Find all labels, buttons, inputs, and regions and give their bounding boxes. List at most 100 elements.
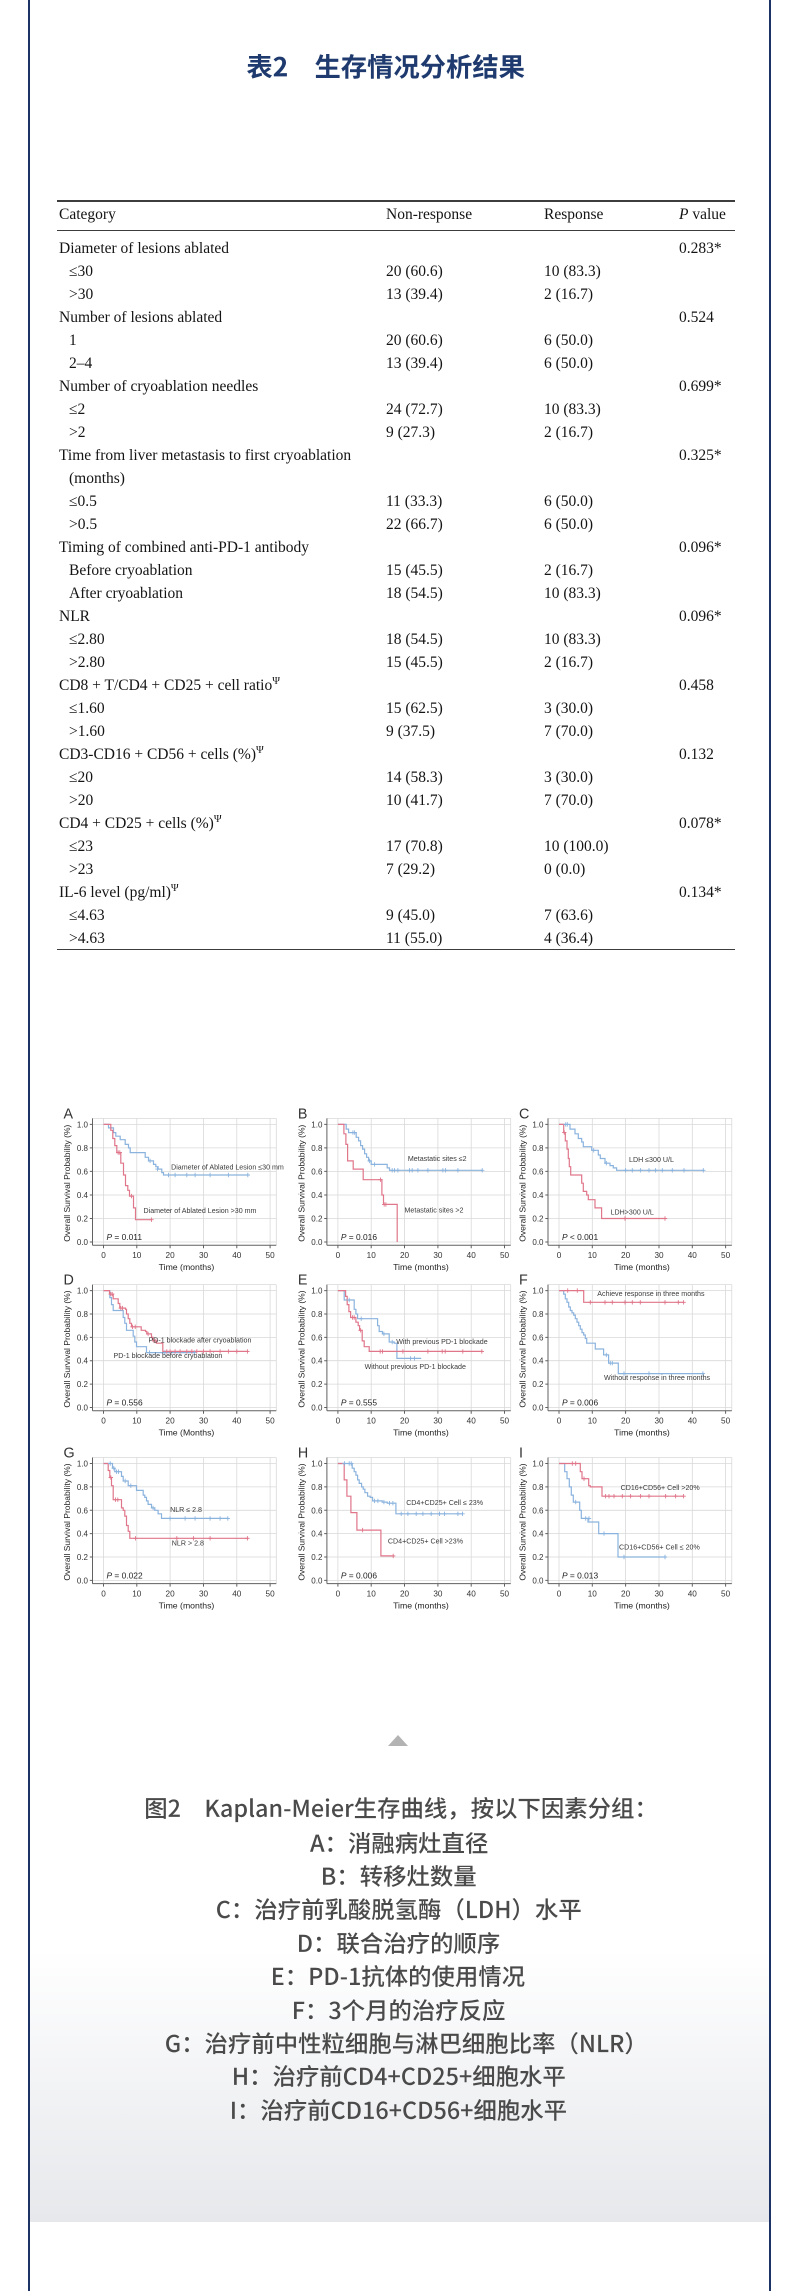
svg-text:0.6: 0.6 bbox=[77, 1167, 89, 1176]
svg-text:1.0: 1.0 bbox=[311, 1460, 323, 1469]
svg-text:30: 30 bbox=[433, 1590, 443, 1599]
svg-text:Diameter of Ablated Lesion >30: Diameter of Ablated Lesion >30 mm bbox=[144, 1207, 257, 1215]
svg-text:0.8: 0.8 bbox=[311, 1144, 323, 1153]
svg-text:20: 20 bbox=[166, 1590, 176, 1599]
svg-text:P = 0.006: P = 0.006 bbox=[341, 1570, 377, 1580]
svg-text:0.8: 0.8 bbox=[77, 1483, 89, 1492]
svg-text:With previous PD-1 blockade: With previous PD-1 blockade bbox=[396, 1338, 488, 1346]
svg-text:0.2: 0.2 bbox=[311, 1380, 323, 1389]
svg-text:0.0: 0.0 bbox=[311, 1576, 323, 1585]
svg-text:20: 20 bbox=[400, 1251, 410, 1260]
svg-text:0.2: 0.2 bbox=[77, 1215, 89, 1224]
svg-text:0.8: 0.8 bbox=[532, 1144, 544, 1153]
svg-text:50: 50 bbox=[721, 1417, 731, 1426]
svg-text:Overall Survival Probability (: Overall Survival Probability (%) bbox=[62, 1290, 72, 1407]
svg-text:40: 40 bbox=[688, 1417, 698, 1426]
svg-text:Achieve response in three mont: Achieve response in three months bbox=[597, 1290, 705, 1298]
svg-text:Time (months): Time (months) bbox=[393, 1262, 449, 1272]
svg-text:50: 50 bbox=[500, 1417, 510, 1426]
svg-text:10: 10 bbox=[367, 1590, 377, 1599]
svg-text:20: 20 bbox=[621, 1417, 631, 1426]
svg-text:PD-1 blockade after cryoablati: PD-1 blockade after cryoablation bbox=[149, 1337, 252, 1345]
svg-text:Time (months): Time (months) bbox=[393, 1601, 449, 1611]
svg-text:0.2: 0.2 bbox=[77, 1553, 89, 1562]
svg-text:P = 0.013: P = 0.013 bbox=[562, 1570, 598, 1580]
svg-text:Time (months): Time (months) bbox=[159, 1601, 215, 1611]
svg-text:10: 10 bbox=[132, 1251, 142, 1260]
svg-text:0.2: 0.2 bbox=[311, 1553, 323, 1562]
svg-text:P = 0.556: P = 0.556 bbox=[107, 1398, 143, 1408]
svg-text:0.6: 0.6 bbox=[532, 1167, 544, 1176]
svg-text:30: 30 bbox=[433, 1251, 443, 1260]
svg-text:0.4: 0.4 bbox=[532, 1530, 544, 1539]
svg-text:10: 10 bbox=[132, 1590, 142, 1599]
svg-text:P = 0.016: P = 0.016 bbox=[341, 1232, 377, 1242]
svg-text:1.0: 1.0 bbox=[77, 1287, 89, 1296]
svg-text:0.2: 0.2 bbox=[311, 1215, 323, 1224]
svg-text:0.8: 0.8 bbox=[311, 1483, 323, 1492]
svg-text:0.0: 0.0 bbox=[77, 1576, 89, 1585]
svg-text:0: 0 bbox=[336, 1590, 341, 1599]
svg-text:50: 50 bbox=[500, 1251, 510, 1260]
svg-text:0.6: 0.6 bbox=[532, 1333, 544, 1342]
svg-text:0.6: 0.6 bbox=[532, 1506, 544, 1515]
svg-text:Diameter of Ablated Lesion ≤30: Diameter of Ablated Lesion ≤30 mm bbox=[171, 1164, 284, 1172]
svg-text:0.2: 0.2 bbox=[532, 1553, 544, 1562]
svg-text:0.6: 0.6 bbox=[311, 1333, 323, 1342]
svg-text:10: 10 bbox=[588, 1590, 598, 1599]
svg-text:40: 40 bbox=[232, 1251, 242, 1260]
svg-text:NLR > 2.8: NLR > 2.8 bbox=[172, 1539, 204, 1547]
svg-text:Time (months): Time (months) bbox=[614, 1262, 670, 1272]
svg-text:1.0: 1.0 bbox=[77, 1460, 89, 1469]
svg-text:0.8: 0.8 bbox=[77, 1310, 89, 1319]
svg-text:B: B bbox=[298, 1106, 308, 1122]
svg-text:10: 10 bbox=[588, 1251, 598, 1260]
svg-text:Overall Survival Probability (: Overall Survival Probability (%) bbox=[296, 1290, 306, 1407]
svg-text:20: 20 bbox=[166, 1417, 176, 1426]
svg-text:40: 40 bbox=[467, 1590, 477, 1599]
svg-text:Metastatic sites ≤2: Metastatic sites ≤2 bbox=[408, 1155, 467, 1163]
svg-text:Metastatic sites >2: Metastatic sites >2 bbox=[405, 1207, 464, 1215]
svg-text:30: 30 bbox=[199, 1590, 209, 1599]
svg-text:50: 50 bbox=[721, 1251, 731, 1260]
svg-text:50: 50 bbox=[266, 1417, 276, 1426]
svg-text:40: 40 bbox=[467, 1251, 477, 1260]
svg-text:30: 30 bbox=[433, 1417, 443, 1426]
svg-text:Overall Survival Probability (: Overall Survival Probability (%) bbox=[62, 1463, 72, 1580]
svg-text:0: 0 bbox=[557, 1251, 562, 1260]
svg-text:30: 30 bbox=[654, 1590, 664, 1599]
svg-text:Time (Months): Time (Months) bbox=[159, 1428, 215, 1438]
svg-text:0: 0 bbox=[101, 1417, 106, 1426]
svg-text:LDH ≤300 U/L: LDH ≤300 U/L bbox=[629, 1156, 674, 1164]
svg-text:0.8: 0.8 bbox=[311, 1310, 323, 1319]
svg-text:CD16+CD56+ Cell >20%: CD16+CD56+ Cell >20% bbox=[621, 1484, 701, 1492]
svg-text:40: 40 bbox=[467, 1417, 477, 1426]
svg-text:Overall Survival Probability (: Overall Survival Probability (%) bbox=[296, 1463, 306, 1580]
svg-text:F: F bbox=[519, 1273, 528, 1289]
svg-text:30: 30 bbox=[199, 1251, 209, 1260]
svg-text:0.6: 0.6 bbox=[77, 1506, 89, 1515]
svg-text:30: 30 bbox=[654, 1417, 664, 1426]
svg-text:PD-1 blockade before cryoablat: PD-1 blockade before cryoablation bbox=[114, 1352, 223, 1360]
svg-text:20: 20 bbox=[621, 1590, 631, 1599]
svg-text:1.0: 1.0 bbox=[77, 1120, 89, 1129]
svg-text:10: 10 bbox=[367, 1251, 377, 1260]
svg-text:0.0: 0.0 bbox=[532, 1238, 544, 1247]
svg-text:P = 0.006: P = 0.006 bbox=[562, 1398, 598, 1408]
svg-text:50: 50 bbox=[266, 1251, 276, 1260]
svg-text:D: D bbox=[64, 1273, 74, 1289]
svg-text:30: 30 bbox=[654, 1251, 664, 1260]
svg-text:0.2: 0.2 bbox=[77, 1380, 89, 1389]
svg-text:NLR ≤ 2.8: NLR ≤ 2.8 bbox=[170, 1506, 202, 1514]
svg-text:Time (months): Time (months) bbox=[614, 1428, 670, 1438]
svg-text:1.0: 1.0 bbox=[532, 1287, 544, 1296]
svg-text:P = 0.022: P = 0.022 bbox=[107, 1570, 143, 1580]
svg-text:0.8: 0.8 bbox=[532, 1310, 544, 1319]
svg-text:30: 30 bbox=[199, 1417, 209, 1426]
svg-text:CD16+CD56+ Cell ≤ 20%: CD16+CD56+ Cell ≤ 20% bbox=[619, 1543, 700, 1551]
svg-text:E: E bbox=[298, 1273, 308, 1289]
svg-text:0.4: 0.4 bbox=[77, 1357, 89, 1366]
svg-text:1.0: 1.0 bbox=[532, 1460, 544, 1469]
svg-text:1.0: 1.0 bbox=[311, 1120, 323, 1129]
svg-text:Overall Survival Probability (: Overall Survival Probability (%) bbox=[518, 1463, 528, 1580]
